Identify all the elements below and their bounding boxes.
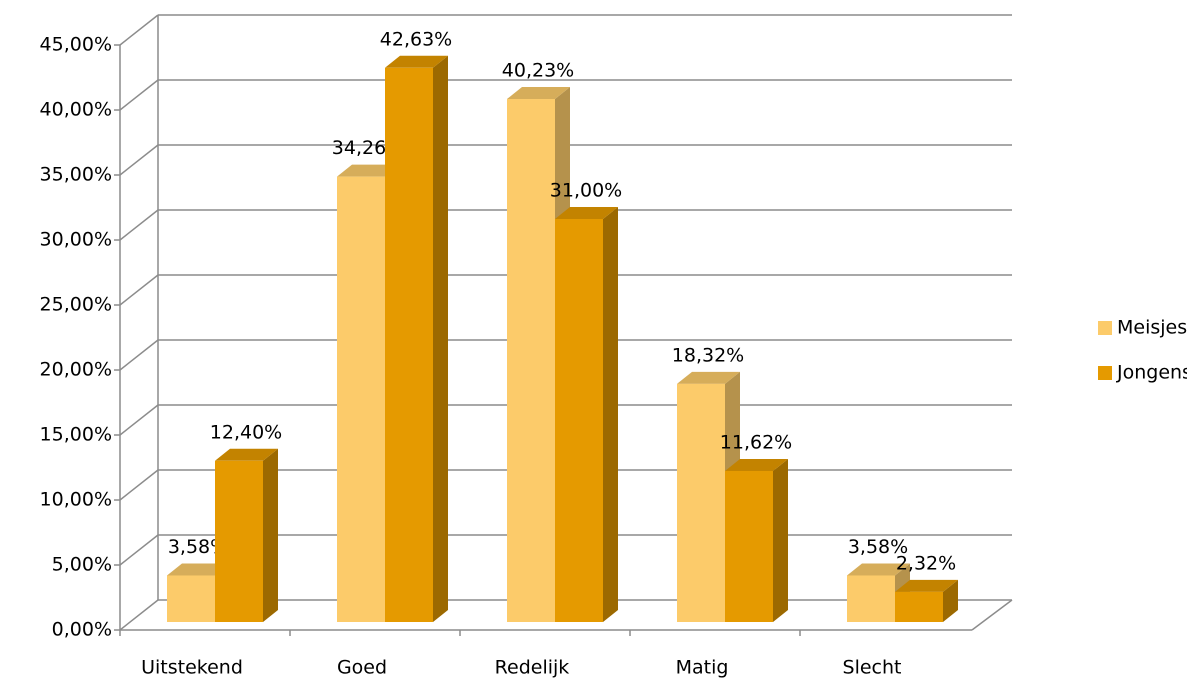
bar-top [385,55,448,68]
x-tick-label: Matig [676,657,729,679]
value-label: 18,32% [672,344,744,366]
y-tick-label: 10,00% [40,489,112,511]
grid-line [119,534,159,566]
x-tick-label: Goed [337,657,387,679]
bar [167,575,215,622]
bar-side [263,448,278,622]
y-tick-label: 15,00% [40,424,112,446]
grid-line [119,339,159,371]
y-tick-label: 25,00% [40,294,112,316]
bar-side [773,458,788,622]
bar-top [677,371,740,384]
floor-edge [971,599,1013,631]
bar-top [337,164,400,177]
bar [215,460,263,622]
y-tick-label: 5,00% [52,554,112,576]
x-tick-label: Uitstekend [141,657,243,679]
bar-side [433,55,448,623]
bar [555,219,603,622]
bar [507,99,555,622]
value-label: 31,00% [550,180,622,202]
x-tick-label: Redelijk [495,657,570,679]
legend-label: Meisjes [1117,317,1187,339]
floor-edge [119,599,159,631]
legend-swatch [1098,321,1112,335]
grid-line [119,14,159,46]
grid-line [119,79,159,111]
y-tick-label: 30,00% [40,229,112,251]
grid-line [119,469,159,501]
value-label: 40,23% [502,60,574,82]
y-tick-label: 0,00% [52,619,112,641]
value-label: 3,58% [168,536,228,558]
bar-top [555,207,618,219]
grid-line [119,144,159,176]
x-tick-label: Slecht [843,657,902,679]
bar [847,575,895,622]
bar-top [215,448,278,461]
value-label: 42,63% [380,28,452,50]
bar-side [943,579,958,622]
bar [385,67,433,622]
bar [725,470,773,622]
bar-top [895,579,958,592]
y-tick-label: 40,00% [40,99,112,121]
bar [677,383,725,622]
bar [337,176,385,622]
y-tick-label: 20,00% [40,359,112,381]
value-label: 2,32% [896,552,956,574]
legend-label: Jongens [1116,362,1187,384]
bar-top [167,563,230,576]
bar-top [847,563,910,576]
y-tick-label: 35,00% [40,164,112,186]
grid-line [119,209,159,241]
grid-line [119,404,159,436]
value-label: 11,62% [720,431,792,453]
legend-swatch [1098,366,1112,380]
bar [895,591,943,622]
value-label: 3,58% [848,536,908,558]
bar-top [725,458,788,471]
grid-line [119,274,159,306]
value-label: 12,40% [210,421,282,443]
y-tick-label: 45,00% [40,34,112,56]
bar-top [507,87,570,100]
bar-side [603,207,618,622]
